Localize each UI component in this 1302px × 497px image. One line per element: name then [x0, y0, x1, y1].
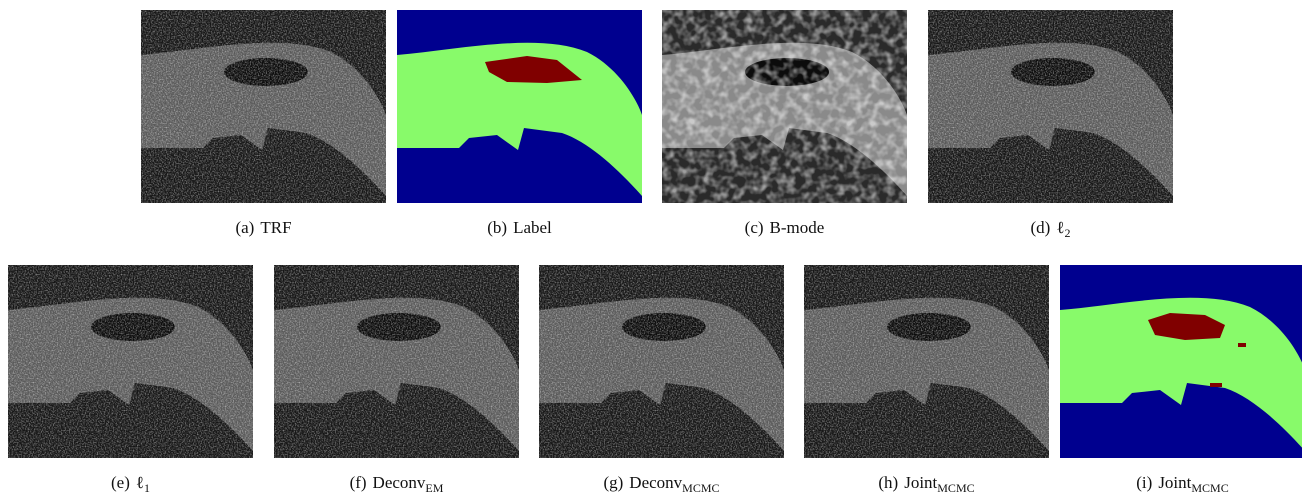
- caption: (b) Label: [370, 218, 670, 238]
- panel-image: [662, 10, 907, 203]
- caption-sub: MCMC: [937, 481, 975, 495]
- caption-sub: EM: [425, 481, 444, 495]
- caption: (g) DeconvMCMC: [512, 473, 812, 496]
- speckle: [141, 10, 386, 203]
- caption-name: Deconv: [372, 473, 426, 492]
- speck: [1210, 383, 1222, 387]
- caption-sub: MCMC: [682, 481, 720, 495]
- speckle: [274, 265, 519, 458]
- inclusion-region: [1148, 313, 1225, 340]
- speckle: [662, 10, 907, 203]
- caption: (i) JointMCMC: [1033, 473, 1302, 496]
- caption-name: Joint: [1158, 473, 1192, 492]
- speck: [1238, 343, 1246, 347]
- panel-image: [274, 265, 519, 458]
- speckle: [928, 10, 1173, 203]
- caption: (f) DeconvEM: [247, 473, 547, 496]
- caption-tag: (b): [487, 218, 508, 237]
- caption-tag: (e): [110, 473, 130, 492]
- panel-image: [397, 10, 642, 203]
- caption-tag: (g): [603, 473, 624, 492]
- speckle: [539, 265, 784, 458]
- caption-sub: MCMC: [1191, 481, 1229, 495]
- caption-tag: (d): [1030, 218, 1051, 237]
- speckle: [804, 265, 1049, 458]
- inclusion-region: [485, 56, 582, 83]
- caption: (a) TRF: [114, 218, 414, 238]
- caption-name: Label: [513, 218, 552, 237]
- caption-sub: 2: [1064, 226, 1071, 240]
- caption-name: ℓ: [135, 473, 145, 492]
- caption: (h) JointMCMC: [777, 473, 1077, 496]
- panel-image: [1060, 265, 1302, 458]
- caption-sub: 1: [144, 481, 151, 495]
- panel-image: [141, 10, 386, 203]
- speckle: [8, 265, 253, 458]
- panel-image: [804, 265, 1049, 458]
- caption-name: Joint: [904, 473, 938, 492]
- caption: (d) ℓ2: [901, 218, 1201, 241]
- caption-tag: (i): [1136, 473, 1153, 492]
- caption-name: B-mode: [769, 218, 825, 237]
- caption-name: TRF: [260, 218, 292, 237]
- caption: (e) ℓ1: [0, 473, 281, 496]
- caption-tag: (a): [235, 218, 255, 237]
- caption-tag: (c): [744, 218, 764, 237]
- caption-tag: (f): [349, 473, 367, 492]
- caption: (c) B-mode: [635, 218, 935, 238]
- caption-name: ℓ: [1056, 218, 1065, 237]
- panel-image: [8, 265, 253, 458]
- panel-image: [539, 265, 784, 458]
- caption-name: Deconv: [629, 473, 683, 492]
- caption-tag: (h): [878, 473, 899, 492]
- panel-image: [928, 10, 1173, 203]
